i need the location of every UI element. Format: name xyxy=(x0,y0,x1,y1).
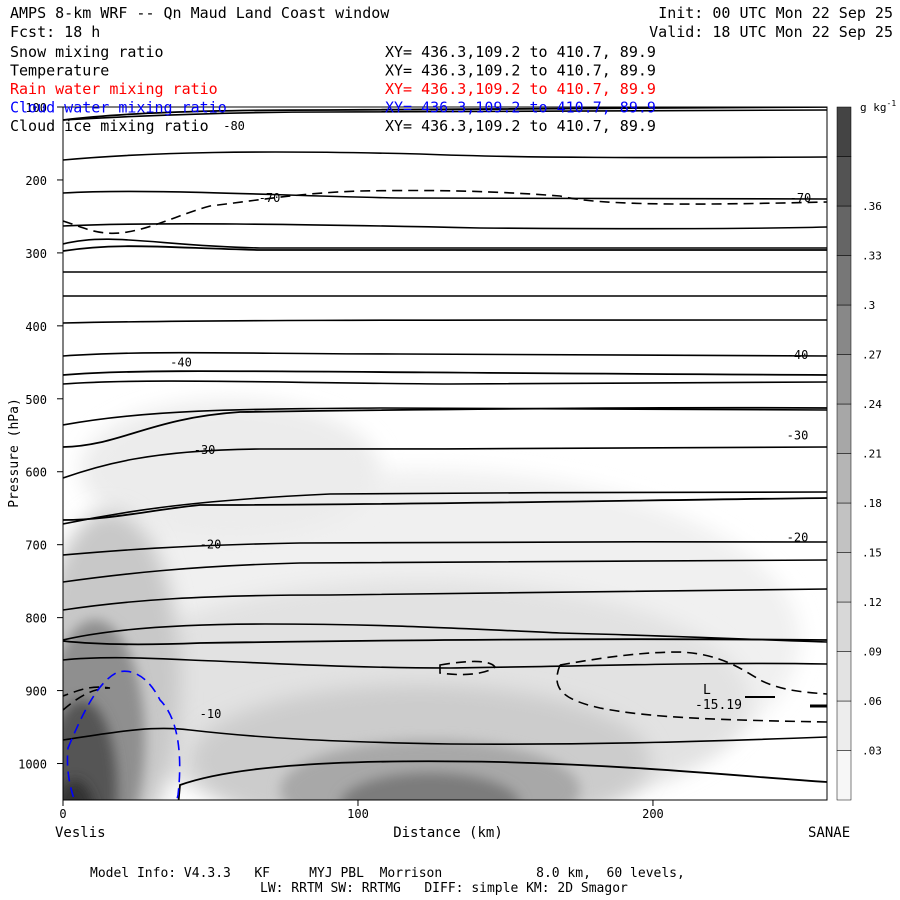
right-endpoint-label: SANAE xyxy=(808,825,850,841)
colorbar-tick-label: .03 xyxy=(862,745,882,758)
model-info-line2: LW: RRTM SW: RRTMG DIFF: simple KM: 2D S… xyxy=(260,881,628,896)
colorbar-swatch xyxy=(836,750,852,801)
temperature-isotherms xyxy=(63,107,827,800)
distance-axis: 0 100 200 xyxy=(59,800,664,821)
temperature-label: -20 xyxy=(787,530,809,544)
y-tick-label: 700 xyxy=(25,539,47,553)
colorbar-tick-label: .21 xyxy=(862,448,882,461)
colorbar-tick-label: .15 xyxy=(862,547,882,560)
colorbar-swatch xyxy=(836,205,852,256)
y-tick-label: 200 xyxy=(25,174,47,188)
y-tick-label: 100 xyxy=(25,101,47,115)
colorbar-tick-label: .33 xyxy=(862,250,882,263)
y-tick-label: 300 xyxy=(25,247,47,261)
colorbar-tick-label: .09 xyxy=(862,646,882,659)
y-tick-label: 900 xyxy=(25,685,47,699)
legend-label: Cloud water mixing ratio xyxy=(10,99,227,117)
legend-xy: XY= 436.3,109.2 to 410.7, 89.9 xyxy=(385,62,656,80)
colorbar-swatch xyxy=(836,502,852,553)
colorbar-tick-label: .06 xyxy=(862,695,882,708)
cloud-ice-contours xyxy=(63,189,827,723)
low-symbol: L xyxy=(703,683,711,698)
isotherm-30 xyxy=(63,497,827,521)
legend-label: Temperature xyxy=(10,62,109,80)
colorbar-swatch xyxy=(836,552,852,603)
y-tick-label: 400 xyxy=(25,320,47,334)
colorbar-tick-label: .27 xyxy=(862,349,882,362)
x-tick-label: 200 xyxy=(642,807,664,821)
y-tick-label: 600 xyxy=(25,466,47,480)
temperature-contours xyxy=(63,109,827,745)
isotherm-20 xyxy=(63,638,827,646)
valid-time: Valid: 18 UTC Mon 22 Sep 25 xyxy=(649,23,893,41)
low-value: -15.19 xyxy=(695,698,742,713)
figure-title: AMPS 8-km WRF -- Qn Maud Land Coast wind… xyxy=(10,4,390,22)
colorbar-swatch xyxy=(836,255,852,306)
colorbar-swatch xyxy=(836,354,852,405)
temperature-labels: -80 -70 -70 -40 -40 -30 -30 -20 -20 -10 xyxy=(170,119,812,721)
forecast-hour: Fcst: 18 h xyxy=(10,23,100,41)
isotherm-40 xyxy=(63,406,827,448)
legend-xy: XY= 436.3,109.2 to 410.7, 89.9 xyxy=(385,99,656,117)
colorbar-tick-label: .24 xyxy=(862,398,882,411)
low-marker: L -15.19 xyxy=(695,683,827,713)
isotherm-80 xyxy=(63,107,827,121)
temperature-label: -70 xyxy=(259,191,281,205)
temperature-label: -30 xyxy=(787,428,809,442)
isotherm-60 xyxy=(63,245,827,252)
cloud-water-contour xyxy=(66,670,181,800)
colorbar-swatch xyxy=(836,651,852,702)
legend-label: Cloud ice mixing ratio xyxy=(10,117,209,135)
colorbar-swatch xyxy=(836,106,852,157)
x-tick-label: 100 xyxy=(347,807,369,821)
y-axis-label: Pressure (hPa) xyxy=(7,398,22,508)
temperature-label: -40 xyxy=(170,355,192,369)
x-axis-label: Distance (km) xyxy=(393,825,503,841)
colorbar-tick-label: .36 xyxy=(862,200,882,213)
legend-label: Snow mixing ratio xyxy=(10,43,164,61)
colorbar-tick-label: .12 xyxy=(862,596,882,609)
pressure-axis: 100 200 300 400 500 600 700 800 900 1000 xyxy=(18,101,63,772)
colorbar-unit-base: g kg xyxy=(860,101,887,114)
isotherm-50 xyxy=(63,370,827,376)
colorbar-unit-exponent: -1 xyxy=(887,99,897,108)
y-tick-label: 800 xyxy=(25,612,47,626)
isotherm-minus10-upper xyxy=(177,760,827,800)
left-endpoint-label: Veslis xyxy=(55,825,106,841)
legend-xy: XY= 436.3,109.2 to 410.7, 89.9 xyxy=(385,43,656,61)
temperature-label: -40 xyxy=(787,348,809,362)
colorbar: .03 .06 .09 .12 .15 .18 .21 .24 .27 .3 .33 .36 xyxy=(836,106,882,801)
colorbar-swatch xyxy=(836,156,852,207)
colorbar-swatch xyxy=(836,304,852,355)
colorbar-swatch xyxy=(836,453,852,504)
y-tick-label: 1000 xyxy=(18,758,47,772)
temperature-label: -70 xyxy=(790,191,812,205)
legend-label: Rain water mixing ratio xyxy=(10,80,218,98)
snow-shading xyxy=(63,400,800,800)
temperature-label: -10 xyxy=(200,707,222,721)
temperature-label: -80 xyxy=(223,119,245,133)
x-tick-label: 0 xyxy=(59,807,66,821)
colorbar-swatch xyxy=(836,403,852,454)
colorbar-tick-label: .3 xyxy=(862,299,875,312)
model-info-line1: Model Info: V4.3.3 KF MYJ PBL Morrison 8… xyxy=(90,866,685,881)
colorbar-swatch xyxy=(836,601,852,652)
legend-xy: XY= 436.3,109.2 to 410.7, 89.9 xyxy=(385,117,656,135)
temperature-label: -30 xyxy=(194,443,216,457)
legend-xy: XY= 436.3,109.2 to 410.7, 89.9 xyxy=(385,80,656,98)
field-legend: Snow mixing ratio XY= 436.3,109.2 to 410.… xyxy=(10,43,656,135)
colorbar-swatch xyxy=(836,700,852,751)
init-time: Init: 00 UTC Mon 22 Sep 25 xyxy=(658,4,893,22)
plot-frame xyxy=(62,106,828,801)
temperature-label: -20 xyxy=(200,538,222,552)
colorbar-unit: g kg-1 xyxy=(860,99,896,114)
y-tick-label: 500 xyxy=(25,393,47,407)
colorbar-tick-label: .18 xyxy=(862,497,882,510)
